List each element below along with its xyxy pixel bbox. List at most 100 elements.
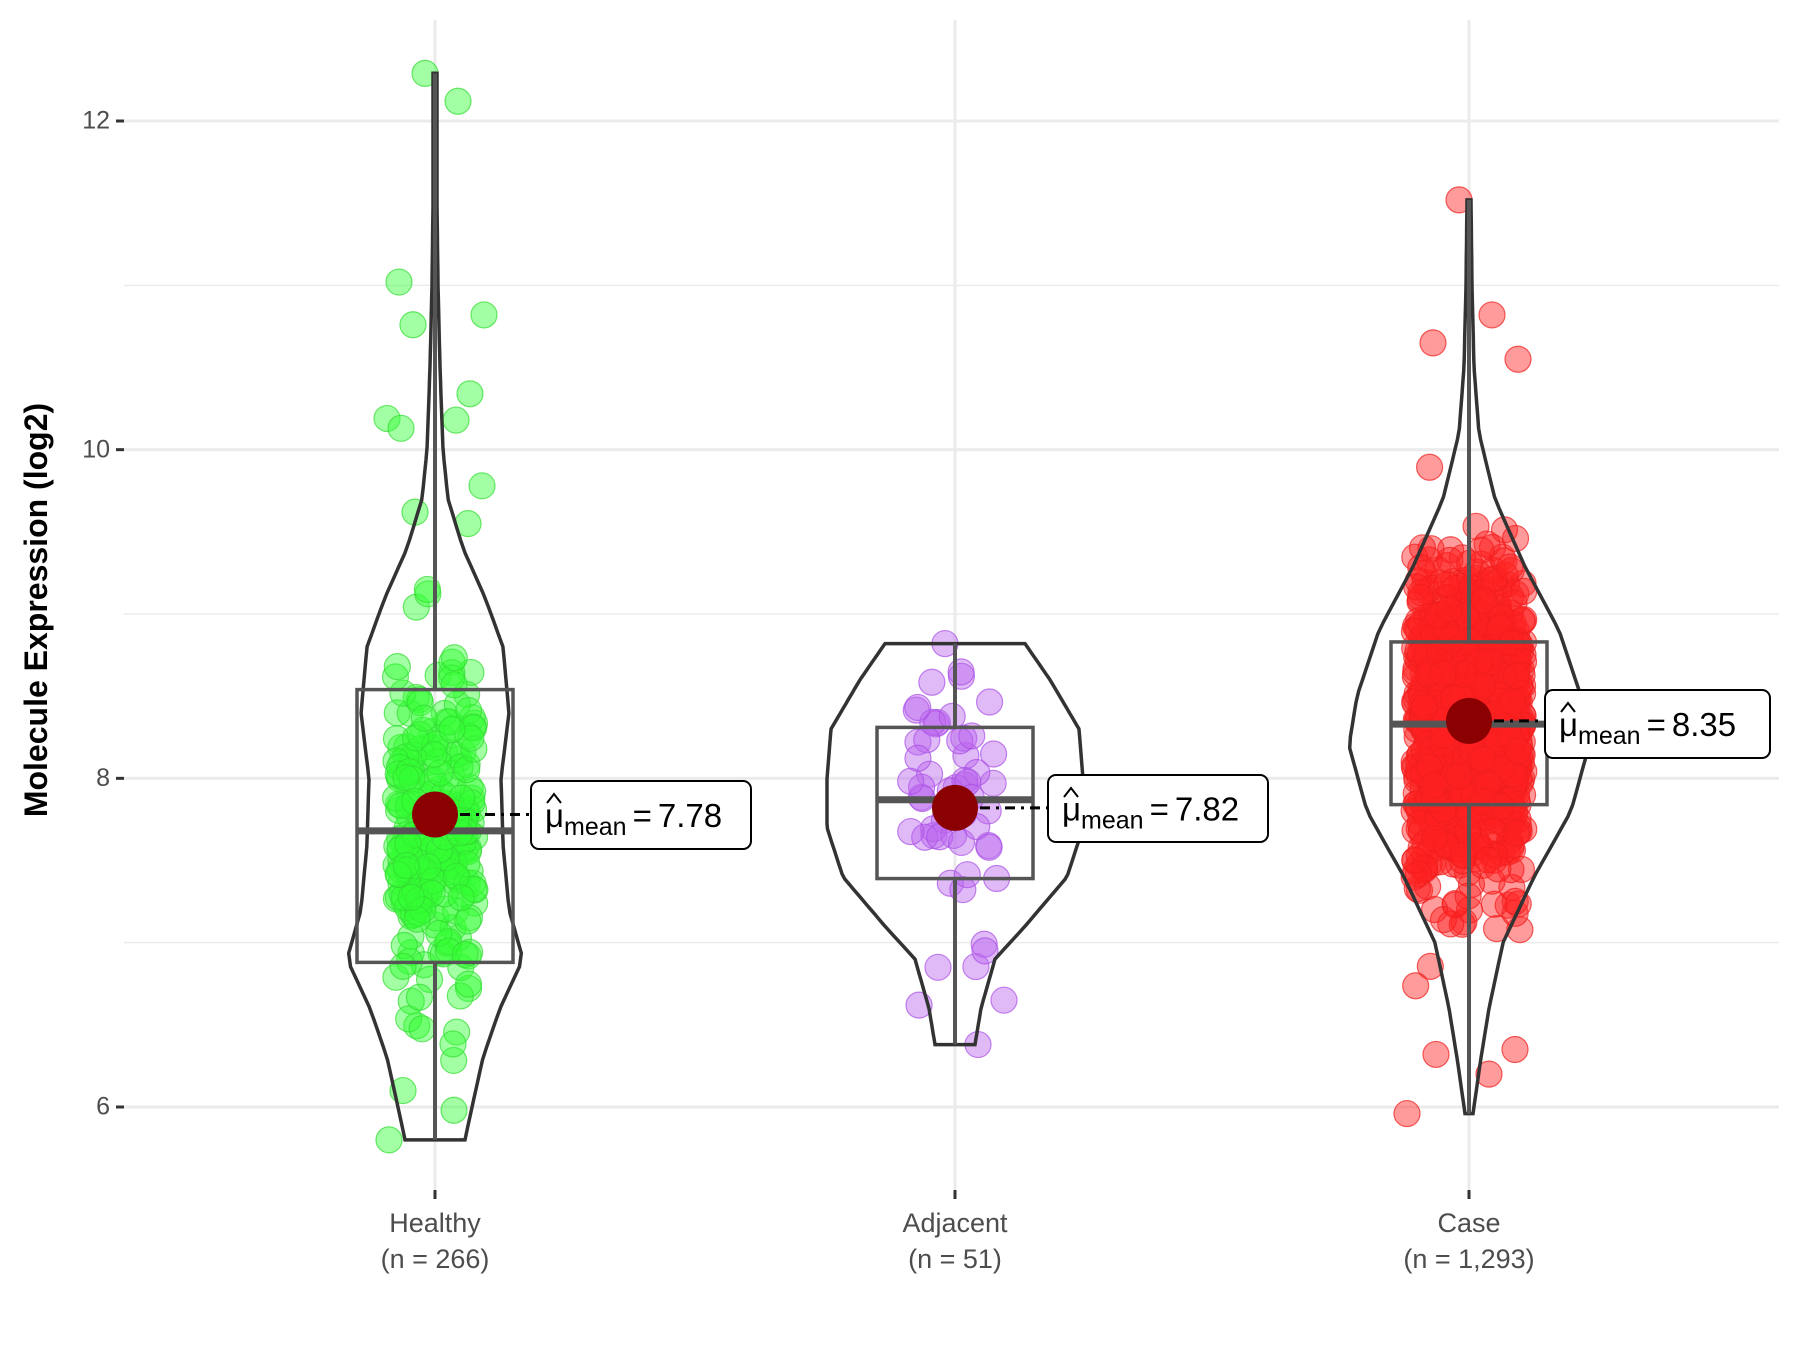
data-point [456, 938, 484, 966]
data-point [414, 852, 442, 881]
data-point [1487, 603, 1515, 631]
data-point [390, 931, 418, 960]
data-point [953, 861, 981, 889]
data-point [440, 644, 468, 672]
mean-point [412, 791, 458, 838]
data-point [1450, 660, 1478, 689]
data-point [1496, 553, 1524, 581]
mean-label: μmean = 8.35 [1544, 689, 1771, 759]
data-point [1502, 662, 1530, 690]
data-point [392, 764, 420, 792]
data-points [373, 59, 498, 1154]
data-point [918, 668, 946, 696]
data-point [459, 713, 487, 741]
data-point [405, 983, 433, 1011]
data-point [410, 704, 438, 732]
data-point [440, 1046, 468, 1075]
data-point [1504, 737, 1532, 765]
hat-accent [546, 792, 562, 804]
data-point [389, 679, 417, 707]
data-point [409, 716, 437, 744]
x-tick-label: Adjacent [902, 1208, 1008, 1238]
equals-sign: = [1647, 706, 1666, 743]
data-point [904, 693, 932, 722]
mean-point [932, 784, 978, 831]
data-point [444, 87, 472, 115]
mean-label-text: μmean = 8.35 [1559, 706, 1736, 750]
data-point [1429, 906, 1458, 934]
x-tick-n-label: (n = 266) [381, 1244, 490, 1274]
mean-label-text: μmean = 7.78 [545, 797, 722, 841]
data-point [397, 987, 425, 1015]
data-point [1424, 556, 1452, 584]
data-point [1393, 1099, 1421, 1128]
mean-subscript: mean [1578, 722, 1641, 750]
data-point [1437, 910, 1465, 938]
hat-accent [1063, 786, 1079, 798]
data-point [1470, 587, 1498, 615]
data-point [425, 836, 453, 864]
data-point [897, 817, 925, 846]
data-point [1407, 583, 1435, 611]
violin-group-case: μmean = 8.35 [1347, 186, 1771, 1128]
data-point [1448, 544, 1477, 572]
x-tick-label: Healthy [389, 1208, 481, 1238]
data-point [460, 714, 488, 742]
data-point [971, 937, 999, 965]
data-point [442, 406, 470, 434]
data-point [397, 883, 425, 911]
y-tick-label: 12 [82, 107, 110, 135]
data-point [938, 702, 966, 730]
mean-label-box [530, 780, 752, 850]
data-point [1507, 855, 1536, 884]
data-point [962, 952, 990, 981]
data-point [399, 311, 427, 339]
x-tick-label: Case [1437, 1208, 1500, 1238]
data-point [447, 884, 475, 912]
data-point [1449, 841, 1477, 869]
data-point [1416, 453, 1444, 481]
mu-symbol: μ [1559, 706, 1578, 743]
data-point [1422, 1040, 1450, 1069]
data-point [911, 823, 939, 851]
violin-outline [346, 71, 524, 1142]
data-point [1419, 329, 1447, 357]
mean-label: μmean = 7.78 [530, 780, 752, 850]
axes: 6 8 10 12 Healthy (n = 266) Adjacent (n = 51) Ca… [82, 107, 1534, 1274]
data-point [383, 653, 411, 681]
mu-symbol: μ [545, 797, 564, 834]
data-point [1498, 688, 1526, 716]
data-point [382, 725, 411, 753]
data-point [373, 404, 401, 433]
data-point [438, 648, 466, 676]
data-point [1421, 824, 1449, 853]
data-point [418, 879, 446, 908]
data-point [440, 671, 468, 699]
data-points [897, 629, 1018, 1059]
data-point [979, 740, 1008, 768]
data-point [1433, 571, 1461, 599]
mean-subscript: mean [1081, 807, 1144, 835]
violin-outline [825, 641, 1085, 1047]
y-tick-label: 10 [82, 435, 110, 463]
data-point [958, 722, 986, 750]
mean-label: μmean = 7.82 [1047, 774, 1269, 843]
data-point [1445, 762, 1473, 790]
data-point [1416, 952, 1444, 980]
data-point [1410, 693, 1438, 721]
data-point [1406, 809, 1434, 837]
data-point [455, 696, 483, 725]
data-point [406, 720, 434, 749]
mean-value: 8.35 [1672, 706, 1736, 743]
hat-accent [1560, 701, 1576, 713]
data-point [1469, 788, 1497, 816]
data-point [1475, 1060, 1503, 1088]
x-tick-n-label: (n = 51) [908, 1244, 1002, 1274]
data-point [1508, 606, 1536, 634]
data-point [403, 905, 431, 933]
data-point [392, 851, 420, 880]
mean-point [1446, 697, 1492, 744]
data-point [425, 919, 453, 948]
violin-group-adjacent: μmean = 7.82 [825, 629, 1269, 1059]
